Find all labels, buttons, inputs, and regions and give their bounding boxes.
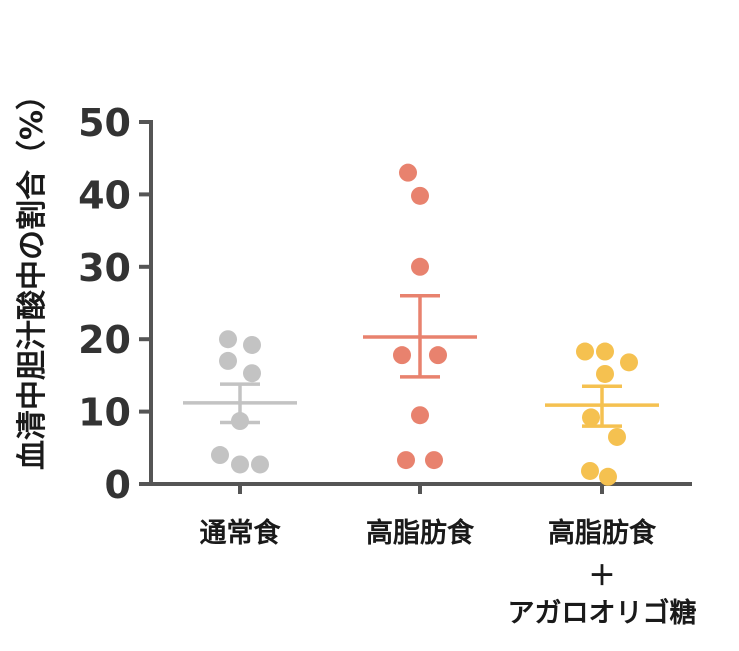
data-point [581,461,599,480]
data-point [251,455,269,474]
data-point [411,257,429,276]
y-tick-label-20: 20 [78,318,131,362]
category-labels: 通常食 高脂肪食 高脂肪食 ＋ アガロオリゴ糖 [200,517,697,629]
data-groups [183,163,659,486]
data-point [243,364,261,383]
y-tick-label-40: 40 [78,173,131,217]
group-3 [545,342,659,486]
category-label-2-line-1: 高脂肪食 [366,517,475,549]
category-label-3-line-2: ＋ [589,561,616,592]
data-point [393,346,411,365]
y-tick-label-50: 50 [78,101,131,145]
data-point [620,353,638,372]
y-axis-label: 血清中胆汁酸中の割合（%） [15,80,50,470]
category-label-3-line-1: 高脂肪食 [548,517,657,549]
category-label-3-line-3: アガロオリゴ糖 [508,597,697,629]
data-point [231,455,249,474]
data-point [219,351,237,370]
data-point [219,330,237,349]
data-point [243,335,261,354]
data-point [596,364,614,383]
data-point [211,446,229,465]
data-point [411,406,429,425]
data-point [596,342,614,361]
group-2 [363,163,477,470]
group-1 [183,330,297,474]
data-point [576,342,594,361]
data-point [608,427,626,446]
y-tick-label-30: 30 [78,246,131,290]
category-label-1-line-1: 通常食 [200,517,282,549]
y-axis: 0 10 20 30 40 50 [78,101,153,507]
data-point [429,346,447,365]
data-point [599,467,617,486]
data-point [399,163,417,182]
data-point [582,408,600,427]
data-point [425,451,443,470]
y-tick-label-10: 10 [78,391,131,435]
x-axis [149,482,692,494]
y-tick-label-0: 0 [105,463,131,507]
data-point [397,451,415,470]
data-point [411,186,429,205]
